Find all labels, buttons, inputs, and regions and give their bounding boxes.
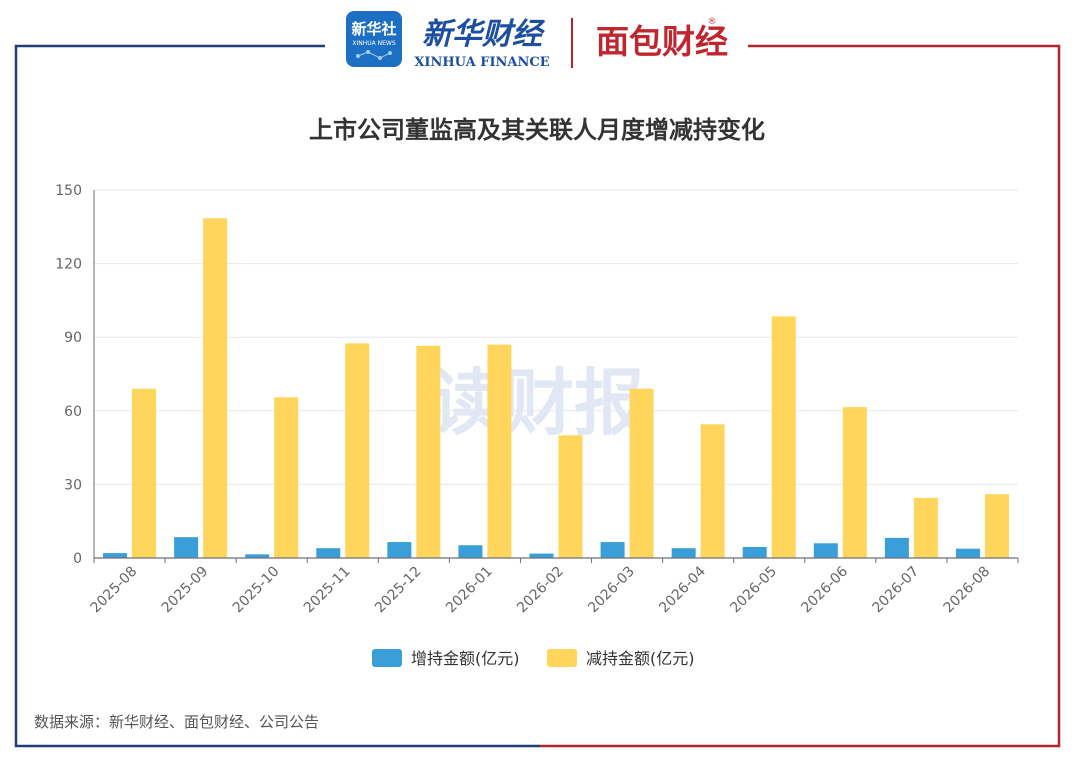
x-axis: 2025-08 2025-09 2025-10 2025-11 2025-12 2026-… — [88, 557, 1019, 617]
y-tick-label: 60 — [64, 404, 82, 420]
bar-decrease[interactable] — [345, 343, 370, 558]
x-tick-label: 2026-05 — [727, 564, 780, 617]
y-tick-label: 90 — [64, 330, 82, 346]
bar-increase[interactable] — [955, 548, 980, 558]
legend-item-increase[interactable]: 增持金额(亿元) — [372, 649, 520, 668]
bar-decrease[interactable] — [984, 494, 1009, 558]
y-axis: 0 30 60 90 120 150 — [55, 183, 95, 567]
bar-increase[interactable] — [245, 554, 270, 558]
x-tick-label: 2025-11 — [301, 564, 354, 617]
y-tick-label: 120 — [55, 257, 82, 273]
y-tick-label: 150 — [55, 183, 82, 199]
bar-increase[interactable] — [316, 548, 341, 558]
bar-increase[interactable] — [529, 553, 554, 558]
data-source-note: 数据来源：新华财经、面包财经、公司公告 — [34, 713, 319, 731]
bar-increase[interactable] — [813, 543, 838, 558]
y-tick-label: 0 — [73, 551, 82, 567]
x-tick-label: 2026-03 — [585, 564, 638, 617]
bar-decrease[interactable] — [416, 345, 441, 558]
xinhua-finance-en: XINHUA FINANCE — [414, 55, 549, 70]
bar-decrease[interactable] — [203, 218, 228, 559]
xinhua-finance-cn: 新华财经 — [422, 17, 546, 52]
xinhua-badge-line1: 新华社 — [351, 20, 396, 38]
bar-increase[interactable] — [742, 546, 767, 558]
legend-item-decrease[interactable]: 减持金额(亿元) — [547, 649, 695, 668]
bar-decrease[interactable] — [842, 407, 867, 558]
x-tick-label: 2026-08 — [941, 564, 994, 617]
bar-decrease[interactable] — [913, 497, 938, 558]
x-tick-label: 2025-10 — [230, 564, 283, 617]
chart-title: 上市公司董监高及其关联人月度增减持变化 — [309, 116, 765, 144]
mianbao-finance-logo: 面包财经 ® — [596, 17, 728, 61]
x-tick-label: 2025-12 — [372, 564, 425, 617]
registered-mark: ® — [708, 17, 717, 27]
bar-decrease[interactable] — [558, 435, 583, 558]
mianbao-logo-text: 面包财经 — [596, 22, 728, 61]
frame-border — [14, 44, 1061, 748]
xinhua-finance-logo: 新华财经 XINHUA FINANCE — [414, 17, 549, 70]
bar-increase[interactable] — [600, 542, 625, 558]
bar-decrease[interactable] — [629, 388, 654, 558]
bar-decrease[interactable] — [132, 388, 157, 558]
bar-decrease[interactable] — [274, 397, 299, 558]
legend-swatch-increase — [372, 649, 402, 667]
bar-increase[interactable] — [884, 537, 909, 558]
x-tick-label: 2025-09 — [159, 564, 212, 617]
bar-increase[interactable] — [458, 545, 483, 558]
bar-increase[interactable] — [671, 548, 696, 558]
legend-swatch-decrease — [547, 649, 577, 667]
legend-label-increase: 增持金额(亿元) — [411, 649, 520, 668]
bar-decrease[interactable] — [487, 344, 512, 558]
bar-increase[interactable] — [387, 542, 412, 558]
bar-decrease[interactable] — [700, 424, 725, 558]
bar-decrease[interactable] — [771, 316, 796, 558]
x-tick-label: 2026-02 — [514, 564, 567, 617]
xinhua-news-logo: 新华社 XINHUA NEWS — [346, 11, 402, 67]
xinhua-badge-line2: XINHUA NEWS — [352, 40, 395, 47]
watermark: 读财报 — [430, 361, 646, 445]
x-tick-label: 2026-06 — [798, 563, 851, 616]
bar-series — [103, 218, 1009, 559]
x-tick-label: 2026-04 — [656, 563, 709, 616]
x-tick-label: 2025-08 — [88, 564, 141, 617]
legend: 增持金额(亿元) 减持金额(亿元) — [372, 649, 695, 668]
bar-increase[interactable] — [103, 553, 128, 558]
legend-label-decrease: 减持金额(亿元) — [586, 649, 695, 668]
x-tick-label: 2026-01 — [443, 564, 496, 617]
bar-increase[interactable] — [174, 537, 199, 558]
x-tick-label: 2026-07 — [870, 564, 923, 617]
y-tick-label: 30 — [64, 477, 82, 493]
